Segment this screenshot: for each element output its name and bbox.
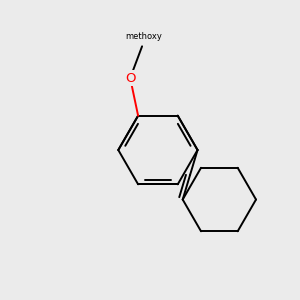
Text: O: O [125,71,135,85]
Text: methoxy: methoxy [126,32,163,41]
Bar [122,70,138,86]
